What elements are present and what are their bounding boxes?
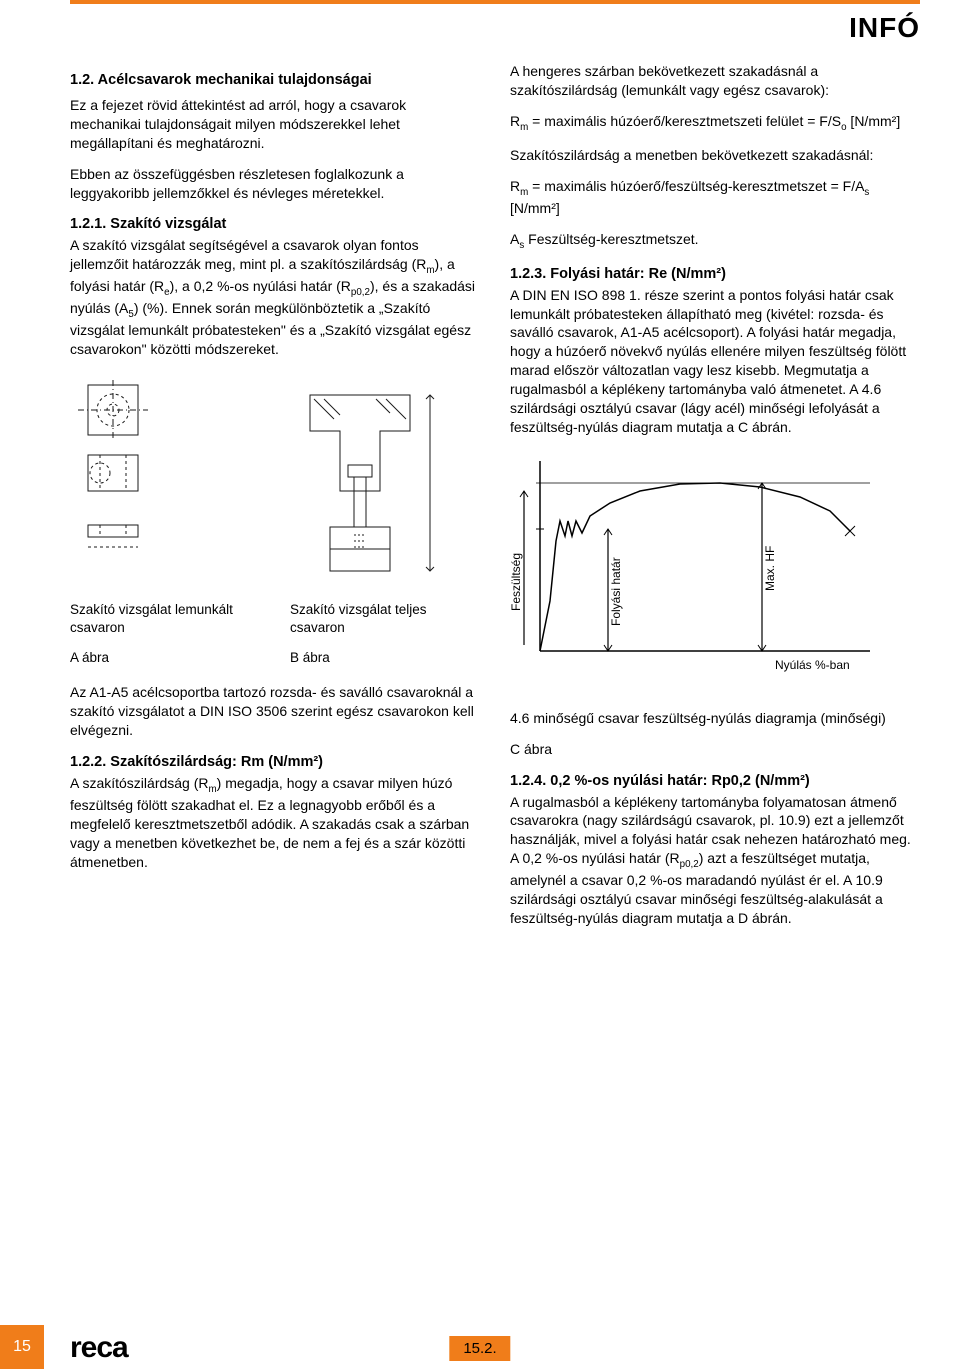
fig-a-caption: A ábra <box>70 650 260 665</box>
brand-logo: reca <box>70 1331 128 1365</box>
svg-text:Max. HF: Max. HF <box>763 545 777 590</box>
fig-a-label: Szakító vizsgálat lemunkált csavaron <box>70 601 260 636</box>
para: Ebben az összefüggésben részletesen fogl… <box>70 165 480 203</box>
heading-1-2-1: 1.2.1. Szakító vizsgálat <box>70 216 480 232</box>
text: A szakítószilárdság (R <box>70 775 209 791</box>
para: A DIN EN ISO 898 1. része szerint a pont… <box>510 286 920 437</box>
text: [N/mm²] <box>847 113 901 129</box>
chart-caption: 4.6 minőségű csavar feszültség-nyúlás di… <box>510 709 920 728</box>
subscript: m <box>209 784 217 795</box>
text: A <box>510 231 519 247</box>
fig-b-svg <box>290 375 450 595</box>
subscript: s <box>519 239 524 250</box>
text: Feszültség-keresztmetszet. <box>528 231 698 247</box>
para: Szakítószilárdság a menetben bekövetkeze… <box>510 146 920 165</box>
heading-1-2-3: 1.2.3. Folyási határ: Re (N/mm²) <box>510 266 920 282</box>
left-column: 1.2. Acélcsavarok mechanikai tulajdonság… <box>70 62 480 940</box>
right-column: A hengeres szárban bekövetkezett szakadá… <box>510 62 920 940</box>
para: A szakító vizsgálat segítségével a csava… <box>70 236 480 359</box>
text: ), a 0,2 %-os nyúlási határ (R <box>170 278 351 294</box>
formula: Rm = maximális húzóerő/keresztmetszeti f… <box>510 112 920 134</box>
para: As Feszültség-keresztmetszet. <box>510 230 920 252</box>
chart-svg: Feszültség Folyási határ Max. HF Nyúlás %-b… <box>510 451 890 691</box>
figure-b: Szakító vizsgálat teljes csavaron B ábra <box>290 375 480 665</box>
text: [N/mm²] <box>510 200 560 216</box>
subscript: m <box>426 265 434 276</box>
fig-b-label: Szakító vizsgálat teljes csavaron <box>290 601 480 636</box>
fig-a-svg <box>70 375 230 595</box>
page-footer: 15 reca 15.2. <box>0 1313 960 1369</box>
svg-text:Nyúlás %-ban: Nyúlás %-ban <box>775 658 850 672</box>
text: R <box>510 113 520 129</box>
subscript: p0,2 <box>351 287 370 298</box>
text: = maximális húzóerő/keresztmetszeti felü… <box>528 113 841 129</box>
heading-1-2-4: 1.2.4. 0,2 %-os nyúlási határ: Rp0,2 (N/… <box>510 773 920 789</box>
page-number: 15 <box>0 1325 44 1369</box>
text: R <box>510 178 520 194</box>
page-category-label: INFÓ <box>70 12 920 44</box>
chart-label-c: C ábra <box>510 740 920 759</box>
stress-strain-chart: Feszültség Folyási határ Max. HF Nyúlás %-b… <box>510 451 920 691</box>
formula: Rm = maximális húzóerő/feszültség-keresz… <box>510 177 920 218</box>
para: Ez a fejezet rövid áttekintést ad arról,… <box>70 96 480 153</box>
subscript: p0,2 <box>680 859 699 870</box>
para: A hengeres szárban bekövetkezett szakadá… <box>510 62 920 100</box>
text: A szakító vizsgálat segítségével a csava… <box>70 237 426 272</box>
content-columns: 1.2. Acélcsavarok mechanikai tulajdonság… <box>70 62 920 940</box>
para: A rugalmasból a képlékeny tartományba fo… <box>510 793 920 928</box>
svg-text:Feszültség: Feszültség <box>510 553 523 611</box>
para: A szakítószilárdság (Rm) megadja, hogy a… <box>70 774 480 872</box>
text: = maximális húzóerő/feszültség-keresztme… <box>528 178 864 194</box>
section-number: 15.2. <box>449 1336 510 1361</box>
figure-a: Szakító vizsgálat lemunkált csavaron A á… <box>70 375 260 665</box>
header-accent-bar <box>70 0 920 4</box>
subscript: s <box>864 186 869 197</box>
heading-1-2: 1.2. Acélcsavarok mechanikai tulajdonság… <box>70 72 480 88</box>
figure-row: Szakító vizsgálat lemunkált csavaron A á… <box>70 375 480 665</box>
para: Az A1-A5 acélcsoportba tartozó rozsda- é… <box>70 683 480 740</box>
heading-1-2-2: 1.2.2. Szakítószilárdság: Rm (N/mm²) <box>70 754 480 770</box>
svg-text:Folyási határ: Folyási határ <box>609 557 623 626</box>
fig-b-caption: B ábra <box>290 650 480 665</box>
